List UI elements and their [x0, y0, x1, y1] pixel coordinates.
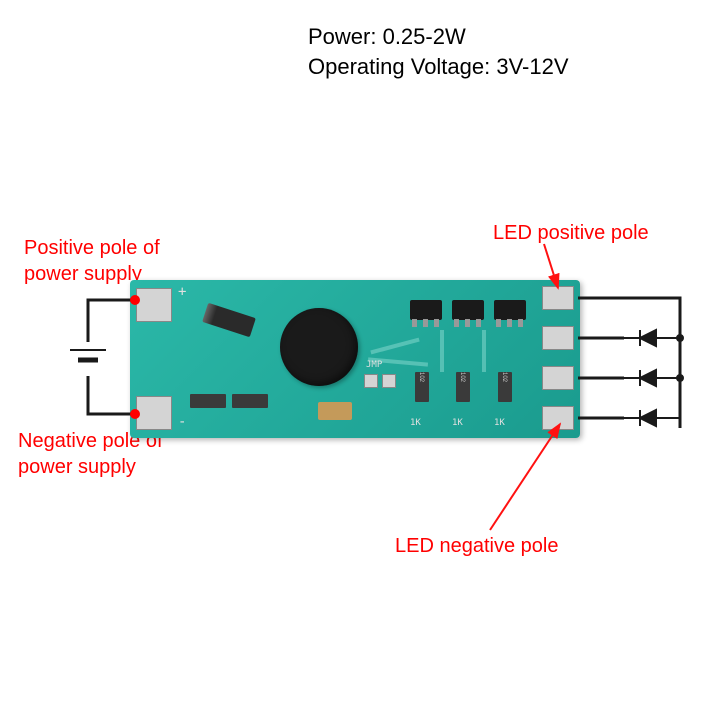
transistor-q3 — [494, 300, 526, 320]
resistor-r2 — [232, 394, 268, 408]
led-positive-pad — [542, 286, 574, 310]
input-negative-pad — [136, 396, 172, 430]
capacitor-c1 — [318, 402, 352, 420]
resistor-r1 — [190, 394, 226, 408]
resistor-q3r: 102 — [498, 372, 512, 402]
input-positive-pad — [136, 288, 172, 322]
silk-plus: + — [178, 284, 186, 300]
jumper-pad-2 — [382, 374, 396, 388]
led-negative-label: LED negative pole — [395, 533, 558, 559]
power-spec-text: Power: 0.25-2W — [308, 24, 466, 50]
led-negative-arrow — [490, 424, 560, 530]
controller-ic — [280, 308, 358, 386]
transistor-q2 — [452, 300, 484, 320]
led-symbols — [624, 330, 683, 426]
resistor-q3r-code: 102 — [498, 372, 510, 382]
resistor-q2r-code: 102 — [456, 372, 468, 382]
silk-jmp: JMP — [366, 360, 382, 370]
jumper-pad-1 — [364, 374, 378, 388]
silk-1k-3: 1K — [494, 418, 505, 428]
silk-1k-1: 1K — [410, 418, 421, 428]
positive-supply-label-line2: power supply — [24, 263, 142, 285]
led-neg-pad-2 — [542, 366, 574, 390]
power-wiring — [70, 300, 135, 414]
positive-supply-label-line1: Positive pole of — [24, 237, 160, 259]
silk-minus: - — [178, 414, 186, 430]
led-neg-pad-1 — [542, 326, 574, 350]
led-wiring — [578, 298, 680, 428]
led-positive-label: LED positive pole — [493, 220, 649, 246]
negative-supply-label-line2: power supply — [18, 456, 136, 478]
silk-1k-2: 1K — [452, 418, 463, 428]
voltage-spec-text: Operating Voltage: 3V-12V — [308, 54, 569, 80]
resistor-q1r-code: 102 — [415, 372, 427, 382]
resistor-q2r: 102 — [456, 372, 470, 402]
protection-diode — [202, 303, 256, 337]
pcb-board: 102 102 102 + - JMP 1K 1K 1K — [130, 280, 580, 438]
transistor-q1 — [410, 300, 442, 320]
resistor-q1r: 102 — [415, 372, 429, 402]
led-neg-pad-3 — [542, 406, 574, 430]
